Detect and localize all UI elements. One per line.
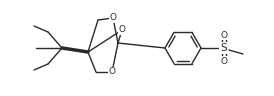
Text: O: O [118,26,125,34]
Text: O: O [109,67,116,77]
Text: O: O [110,14,116,22]
Text: O: O [221,31,227,39]
Text: O: O [221,57,227,65]
Text: S: S [221,43,227,53]
